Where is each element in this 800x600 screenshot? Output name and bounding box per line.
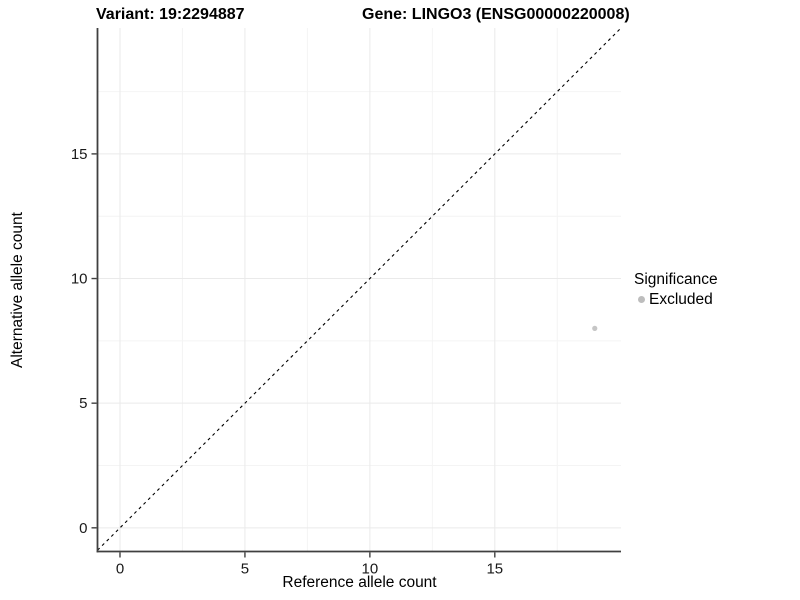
identity-dashed-line — [97, 27, 622, 551]
legend-title: Significance — [634, 271, 718, 288]
y-axis-title: Alternative allele count — [9, 212, 26, 368]
x-tick-label: 5 — [241, 561, 249, 578]
legend-item-excluded: Excluded — [634, 290, 718, 309]
legend-item-label: Excluded — [649, 291, 713, 308]
x-tick-label: 10 — [362, 561, 379, 578]
legend: Significance Excluded — [634, 270, 718, 309]
legend-point-icon — [638, 296, 645, 303]
y-tick-label: 15 — [71, 146, 88, 163]
y-tick-label: 10 — [71, 271, 88, 288]
y-tick-label: 5 — [79, 395, 87, 412]
plot-title-variant: Variant: 19:2294887 — [96, 6, 245, 23]
plot-title-gene: Gene: LINGO3 (ENSG00000220008) — [362, 6, 630, 23]
x-axis-title: Reference allele count — [282, 574, 437, 591]
x-tick-label: 15 — [486, 561, 503, 578]
y-tick-label: 0 — [79, 520, 87, 537]
data-point — [592, 325, 598, 331]
x-tick-label: 0 — [116, 561, 124, 578]
